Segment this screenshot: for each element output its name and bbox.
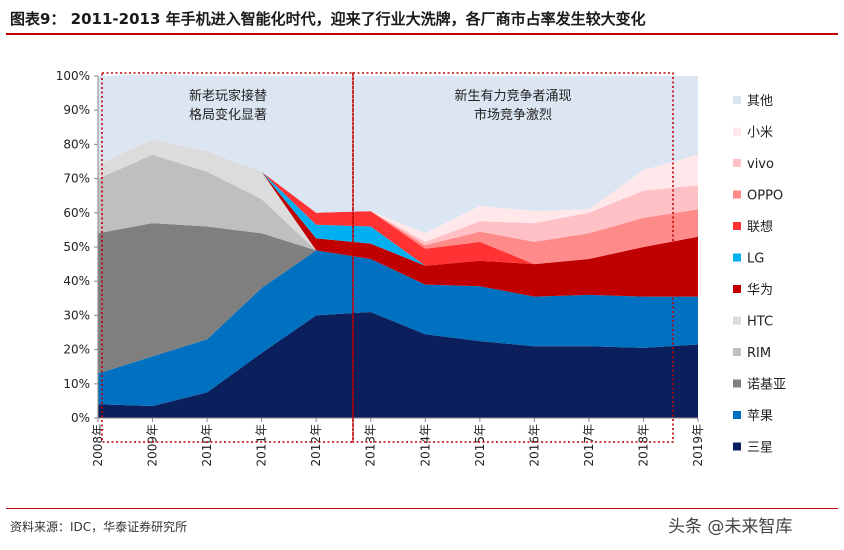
series-area-1 <box>98 250 698 406</box>
watermark: 头条 @未来智库 <box>668 517 793 537</box>
legend-label: 其他 <box>747 94 773 109</box>
legend-swatch <box>733 190 741 199</box>
x-tick-label: 2008年 <box>91 424 105 467</box>
legend-swatch <box>733 411 741 419</box>
legend-swatch <box>733 96 741 104</box>
annotation-line: 新老玩家接替 <box>189 88 267 104</box>
legend-label: 小米 <box>747 126 773 141</box>
y-tick-label: 80% <box>63 137 90 151</box>
series-area-2 <box>98 223 698 374</box>
y-tick-label: 0% <box>71 411 90 425</box>
legend-swatch <box>733 285 741 293</box>
x-tick-label: 2013年 <box>364 424 378 467</box>
source-note: 资料来源：IDC，华泰证券研究所 <box>10 520 188 534</box>
y-tick-label: 90% <box>63 103 90 117</box>
legend-label: 诺基亚 <box>747 378 786 393</box>
y-tick-label: 100% <box>56 69 90 83</box>
legend-swatch <box>733 127 741 136</box>
stacked-area-chart: 0% 10% 20% 30% 40% 50% 60% 70% 80% 90% 100% 2008年 20… <box>56 69 786 467</box>
annotation-line: 格局变化显著 <box>189 107 267 123</box>
x-tick-label: 2014年 <box>418 424 432 467</box>
y-tick-label: 50% <box>63 240 90 254</box>
series-area-4 <box>98 139 698 297</box>
x-tick-label: 2017年 <box>582 424 596 467</box>
axes: 0% 10% 20% 30% 40% 50% 60% 70% 80% 90% 100% 2008年 20… <box>56 69 705 467</box>
x-tick-label: 2016年 <box>527 424 541 467</box>
legend-swatch <box>733 348 741 356</box>
x-tick-label: 2015年 <box>473 424 487 467</box>
series-area-7 <box>98 139 698 266</box>
legend-label: 苹果 <box>747 409 773 424</box>
legend-label: RIM <box>747 346 771 361</box>
period-boxes <box>101 72 674 443</box>
annotation-line: 新生有力竞争者涌现 <box>454 88 571 104</box>
x-tick-label: 2012年 <box>309 424 323 467</box>
legend-swatch <box>733 222 741 230</box>
y-tick-label: 60% <box>63 206 90 220</box>
x-tick-label: 2019年 <box>691 424 705 467</box>
footer-divider <box>6 508 838 509</box>
series-area-10 <box>98 139 698 242</box>
series-area-0 <box>98 312 698 418</box>
legend-label: OPPO <box>747 189 783 204</box>
legend-label: 三星 <box>747 441 773 456</box>
series-area-5 <box>98 139 698 297</box>
x-tick-label: 2010年 <box>200 424 214 467</box>
x-tick-label: 2009年 <box>146 424 160 467</box>
annotation-line: 市场竞争激烈 <box>474 107 552 123</box>
series-area-3 <box>98 154 698 297</box>
x-tick-label: 2011年 <box>255 424 269 467</box>
x-tick-label: 2018年 <box>636 424 650 467</box>
legend-swatch <box>733 442 741 451</box>
legend-label: HTC <box>747 315 773 330</box>
period-box-1 <box>352 72 674 443</box>
series-area-11 <box>98 74 698 234</box>
legend-swatch <box>733 379 741 388</box>
y-tick-label: 70% <box>63 172 90 186</box>
y-tick-label: 40% <box>63 274 90 288</box>
y-tick-label: 20% <box>63 343 90 357</box>
legend-label: 联想 <box>747 219 773 235</box>
legend-label: LG <box>747 252 764 267</box>
y-tick-label: 10% <box>63 377 90 391</box>
y-tick-label: 30% <box>63 308 90 322</box>
legend-swatch <box>733 253 741 262</box>
legend-swatch <box>733 316 741 325</box>
title-divider <box>6 33 838 35</box>
legend-label: vivo <box>747 157 774 172</box>
legend-label: 华为 <box>747 283 773 298</box>
figure-title: 图表9： 2011-2013 年手机进入智能化时代，迎来了行业大洗牌，各厂商市占… <box>10 10 646 28</box>
legend-swatch <box>733 159 741 167</box>
series-areas <box>98 74 698 418</box>
